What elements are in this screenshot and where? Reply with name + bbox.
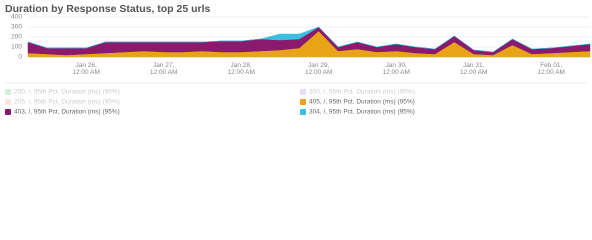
legend-label: 200, /, 95th Pct. Duration (ms) (95%) <box>14 89 120 96</box>
legend-item: 205, /, 95th Pct. Duration (ms) (95%) <box>5 99 120 106</box>
chart-title: Duration by Response Status, top 25 urls <box>5 3 211 15</box>
x-tick-label: Jan 31, 12:00 AM <box>460 62 487 76</box>
x-tick-label: Jan 27, 12:00 AM <box>150 62 177 76</box>
x-tick-label: Jan 26, 12:00 AM <box>72 62 99 76</box>
y-tick-label: 300 <box>11 24 22 31</box>
area <box>27 26 591 53</box>
legend-label: 300, /, 95th Pct. Duration (ms) (95%) <box>309 89 415 96</box>
y-tick-label: 100 <box>11 44 22 51</box>
legend-item: 405, /, 95th Pct. Duration (ms) (95%) <box>300 99 415 106</box>
x-tick-label: Jan 28, 12:00 AM <box>227 62 254 76</box>
x-tick-label: Feb 01, 12:00 AM <box>538 62 565 76</box>
legend-item: 304, /, 95th Pct. Duration (ms) (95%) <box>300 109 415 116</box>
legend-label: 405, /, 95th Pct. Duration (ms) (95%) <box>309 99 415 106</box>
legend-item: 300, /, 95th Pct. Duration (ms) (95%) <box>300 89 415 96</box>
y-tick-label: 400 <box>11 14 22 21</box>
legend-swatch <box>300 109 306 115</box>
legend-swatch <box>300 99 306 105</box>
legend-label: 403, /, 95th Pct. Duration (ms) (95%) <box>14 109 120 116</box>
x-tick-label: Jan 29, 12:00 AM <box>305 62 332 76</box>
legend-item: 200, /, 95th Pct. Duration (ms) (95%) <box>5 89 120 96</box>
legend-label: 304, /, 95th Pct. Duration (ms) (95%) <box>309 109 415 116</box>
legend-item: 403, /, 95th Pct. Duration (ms) (95%) <box>5 109 120 116</box>
x-tick-label: Jan 30, 12:00 AM <box>382 62 409 76</box>
y-tick-label: 200 <box>11 34 22 41</box>
legend-swatch <box>5 89 11 95</box>
legend-swatch <box>300 89 306 95</box>
legend-swatch <box>5 99 11 105</box>
y-tick-label: 0 <box>18 54 22 61</box>
legend-swatch <box>5 109 11 115</box>
chart: Duration by Response Status, top 25 urls… <box>5 3 591 116</box>
legend-label: 205, /, 95th Pct. Duration (ms) (95%) <box>14 99 120 106</box>
